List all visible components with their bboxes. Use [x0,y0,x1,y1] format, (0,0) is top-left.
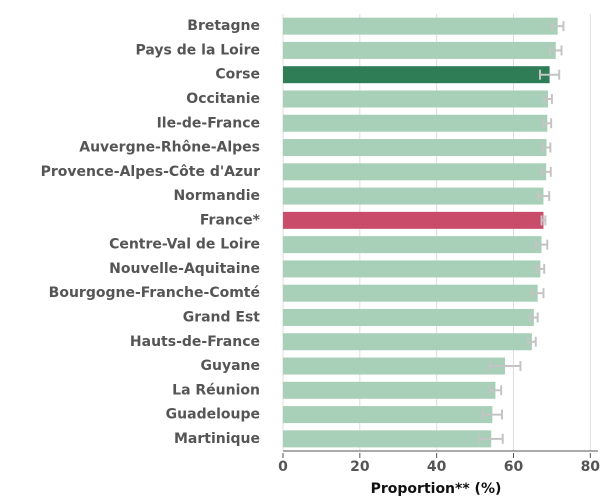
bar [283,66,550,84]
bar [283,357,506,375]
error-bar [550,21,565,32]
bar [283,284,538,302]
error-bar [543,93,553,104]
x-tick-label: 20 [350,459,370,475]
y-tick-label: Bourgogne-Franche-Comté [49,285,260,301]
error-bar [542,118,553,129]
y-tick-label: Ile-de-France [157,115,260,131]
y-tick-label: Auvergne-Rhône-Alpes [79,140,260,156]
bar [283,41,556,59]
x-tick-label: 60 [504,459,524,475]
y-tick-label: Grand Est [183,309,261,325]
error-bar [538,69,561,80]
y-tick-label: Martinique [174,431,260,447]
error-bar [534,239,549,250]
bar [283,114,548,132]
error-bar [541,142,552,153]
x-tick-label: 80 [581,459,601,475]
x-tick-label: 0 [278,459,288,475]
bar [283,139,547,157]
y-tick-label: Provence-Alpes-Côte d'Azur [41,164,260,180]
bar [283,333,532,351]
error-bar [488,385,503,396]
error-bar [488,361,522,372]
y-tick-label: Centre-Val de Loire [109,237,260,253]
error-bar [529,312,539,323]
bar [283,211,544,229]
error-bar [478,433,504,444]
y-tick-label: France* [200,212,261,228]
bar [283,236,542,254]
bar [283,90,549,108]
y-tick-label: Guyane [201,358,261,374]
y-tick-label: La Réunion [172,382,260,398]
error-bar [548,45,563,56]
bar [283,430,492,448]
x-tick-label: 40 [427,459,447,475]
bar [283,187,544,205]
bar [283,308,534,326]
error-bar [481,409,503,420]
error-bar [530,288,545,299]
y-tick-label: Bretagne [187,18,260,34]
bar [283,17,558,35]
error-bar [535,263,546,274]
x-axis-label: Proportion** (%) [371,481,502,497]
bar [283,260,541,278]
error-bar [527,336,537,347]
y-tick-label: Hauts-de-France [130,334,260,350]
y-tick-label: Nouvelle-Aquitaine [109,261,260,277]
y-tick-label: Corse [215,67,260,83]
error-bar [536,191,551,202]
error-bar [540,166,552,177]
y-tick-label: Pays de la Loire [136,42,260,58]
y-tick-label: Normandie [173,188,260,204]
y-tick-label: Occitanie [186,91,260,107]
y-tick-label: Guadeloupe [166,407,260,423]
bar [283,163,547,181]
bar [283,381,496,399]
error-bar [540,215,547,226]
bar [283,406,493,424]
